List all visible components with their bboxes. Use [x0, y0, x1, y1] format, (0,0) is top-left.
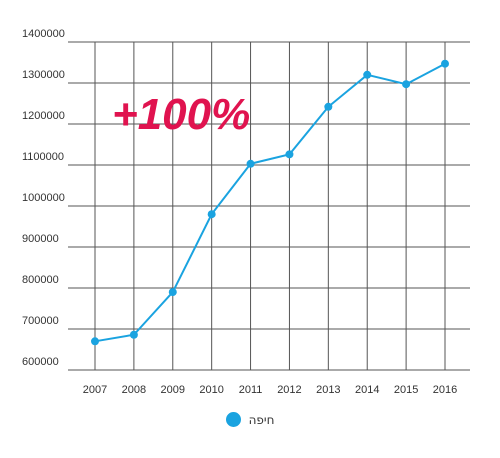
x-tick-label: 2007	[83, 384, 107, 396]
y-tick-label: 1100000	[22, 151, 64, 163]
y-tick-label: 900000	[22, 233, 59, 245]
x-tick-label: 2010	[199, 384, 223, 396]
data-point	[324, 102, 333, 111]
data-point	[207, 210, 216, 219]
y-tick-label: 600000	[22, 356, 59, 368]
series-line	[94, 62, 446, 343]
x-tick-label: 2015	[394, 384, 418, 396]
legend-marker	[225, 412, 241, 427]
x-tick-label: 2012	[277, 384, 301, 396]
x-tick-label: 2014	[355, 384, 379, 396]
x-tick-label: 2016	[433, 384, 457, 396]
data-point	[441, 59, 449, 68]
y-tick-label: 1400000	[22, 28, 65, 40]
legend: חיפה	[0, 412, 500, 427]
data-point	[363, 70, 372, 79]
x-tick-label: 2008	[122, 384, 146, 396]
x-tick-label: 2011	[239, 384, 263, 396]
x-axis-tick-labels: 2007 2008 2009 2010 2011 2012 2013 2014 2015 2016	[83, 384, 457, 396]
x-tick-label: 2009	[161, 384, 185, 396]
data-point	[246, 159, 255, 168]
data-points	[91, 59, 449, 346]
data-point	[168, 288, 177, 297]
y-axis-tick-labels: 1400000 1300000 1200000 1100000 1000000 90000…	[22, 28, 65, 368]
data-point	[402, 80, 411, 89]
data-point	[285, 150, 294, 159]
legend-label: חיפה	[248, 412, 275, 427]
y-tick-label: 1000000	[22, 192, 65, 204]
data-point	[129, 330, 138, 339]
y-tick-label: 800000	[22, 274, 59, 286]
line-chart: 1400000 1300000 1200000 1100000 1000000 90000…	[22, 28, 470, 396]
x-tick-label: 2013	[316, 384, 340, 396]
y-tick-label: 700000	[22, 315, 59, 327]
y-tick-label: 1300000	[22, 69, 65, 81]
grid-lines	[68, 41, 470, 371]
y-tick-label: 1200000	[22, 110, 65, 122]
percent-change-annotation: +100%	[112, 90, 250, 139]
data-point	[91, 337, 99, 346]
